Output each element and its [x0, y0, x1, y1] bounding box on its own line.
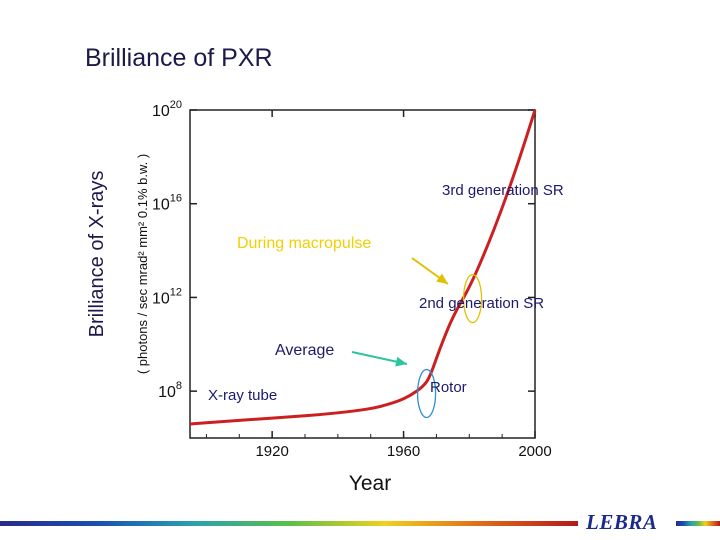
plot-frame — [189, 109, 536, 439]
slide-title: Brilliance of PXR — [85, 44, 273, 72]
annotation-x-ray-tube: X-ray tube — [208, 387, 277, 404]
y-tick-label: 1016 — [152, 193, 182, 214]
x-tick-label: 2000 — [518, 443, 551, 460]
lebra-logo: LEBRA — [586, 510, 658, 534]
y-axis-label: ( photons / sec mrad² mm² 0.1% b.w. ) — [135, 154, 150, 374]
macropulse-arrowhead — [436, 273, 448, 284]
x-tick-label: 1920 — [255, 443, 288, 460]
annotation-2nd-generation-sr: 2nd generation SR — [419, 295, 544, 312]
average-arrowhead — [395, 356, 407, 367]
tick-group: 1920 1960 2000 1020 1016 1012 108 — [152, 99, 552, 460]
footer-bar — [0, 521, 578, 526]
macropulse-ellipse — [462, 273, 483, 324]
annotation-during-macropulse: During macropulse — [237, 235, 371, 252]
average-ellipse — [416, 368, 437, 419]
annotation-average: Average — [275, 342, 334, 359]
y-tick-label: 1020 — [152, 99, 182, 120]
y-tick-label: 1012 — [152, 286, 182, 307]
series-line-brilliance — [189, 109, 537, 426]
footer-bar-right — [676, 521, 720, 526]
x-axis-label: Year — [349, 472, 391, 495]
outer-ylabel: Brilliance of X-rays — [86, 171, 108, 338]
annotation-3rd-generation-sr: 3rd generation SR — [442, 182, 564, 199]
y-tick-label: 108 — [158, 380, 182, 401]
annotation-rotor: Rotor — [430, 379, 467, 396]
x-tick-label: 1960 — [387, 443, 420, 460]
